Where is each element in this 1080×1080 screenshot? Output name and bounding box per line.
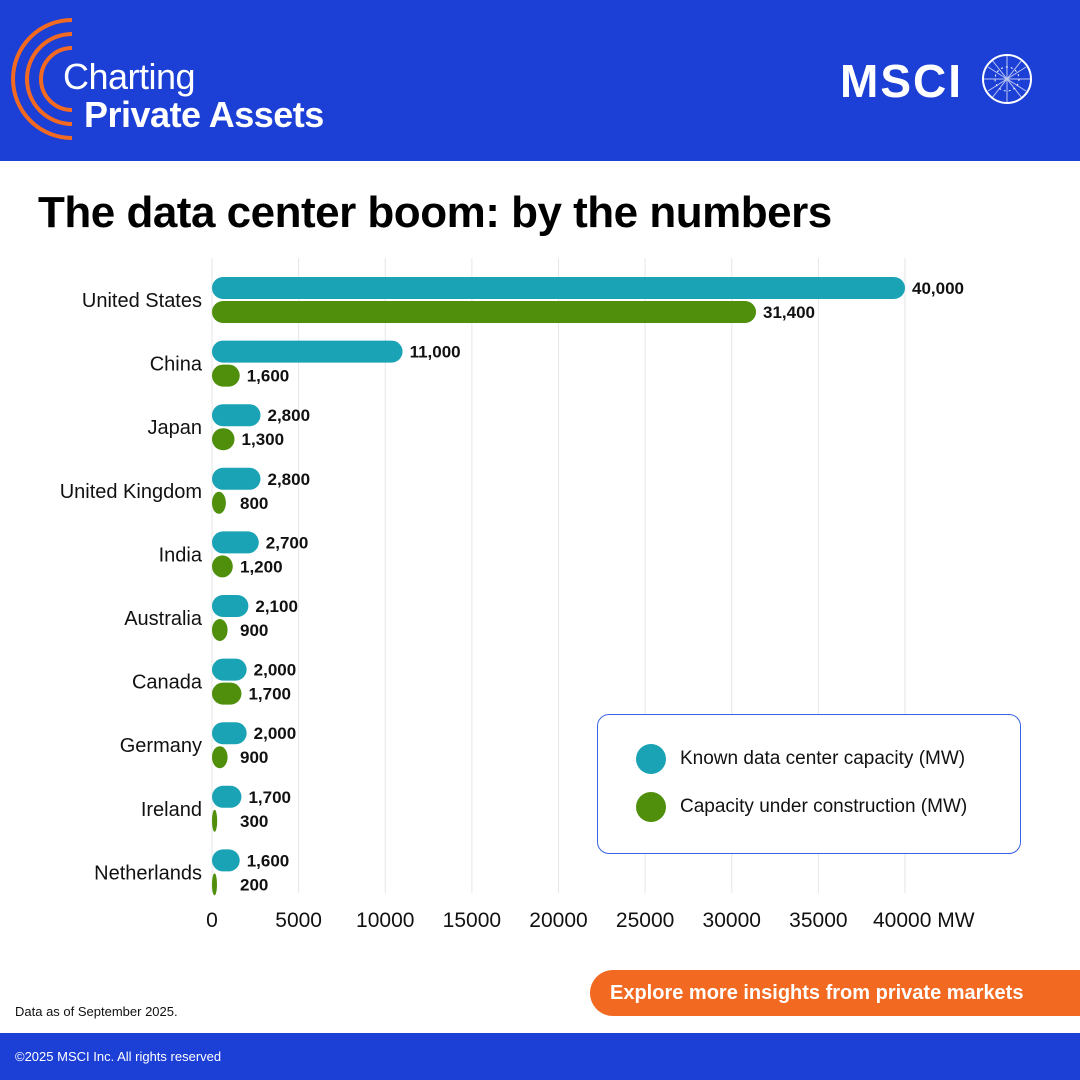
bar-value-label: 2,100 <box>255 597 298 616</box>
country-label: China <box>150 354 203 376</box>
bar-value-label: 1,300 <box>242 430 285 449</box>
bar-known-capacity <box>212 340 403 363</box>
bar-value-label: 1,600 <box>247 851 290 870</box>
bar-under-construction <box>212 746 228 769</box>
brand-title-line1: Charting <box>63 56 196 97</box>
bar-value-label: 2,000 <box>254 661 297 680</box>
bar-chart: United States 40,000 31,400 China 11,000 1,60… <box>60 258 975 932</box>
x-tick-label: 30000 <box>703 909 761 932</box>
footer-banner: ©2025 MSCI Inc. All rights reserved <box>0 1033 1080 1080</box>
country-label: Canada <box>132 672 203 694</box>
x-tick-label: 40000 MW <box>873 909 975 932</box>
bar-known-capacity <box>212 404 261 427</box>
legend-label: Capacity under construction (MW) <box>680 796 968 817</box>
bar-under-construction <box>212 364 240 387</box>
x-tick-label: 10000 <box>356 909 414 932</box>
x-tick-label: 20000 <box>529 909 587 932</box>
data-footnote: Data as of September 2025. <box>15 1004 178 1019</box>
brand-arcs-icon <box>11 18 73 140</box>
legend-item-under-construction: Capacity under construction (MW) <box>636 792 967 822</box>
legend-swatch-green <box>636 792 666 822</box>
bar-value-label: 1,600 <box>247 367 290 386</box>
country-label: Japan <box>148 417 203 439</box>
country-label: United States <box>82 290 202 312</box>
brand-title-line2: Private Assets <box>84 94 324 135</box>
bar-known-capacity <box>212 531 259 554</box>
copyright-text: ©2025 MSCI Inc. All rights reserved <box>15 1049 222 1064</box>
bar-under-construction <box>212 301 757 323</box>
bar-value-label: 2,700 <box>266 533 309 552</box>
bar-value-label: 800 <box>240 494 268 513</box>
bar-value-label: 31,400 <box>763 303 815 322</box>
bar-known-capacity <box>212 785 242 808</box>
bar-known-capacity <box>212 277 905 299</box>
bar-value-label: 1,700 <box>248 685 291 704</box>
header-banner: Charting Private Assets MSCI <box>0 0 1080 161</box>
chart-title: The data center boom: by the numbers <box>38 188 832 237</box>
country-label: Netherlands <box>94 862 202 884</box>
bar-value-label: 2,800 <box>268 470 311 489</box>
legend-item-known-capacity: Known data center capacity (MW) <box>636 744 965 774</box>
bar-value-label: 900 <box>240 621 268 640</box>
legend-label: Known data center capacity (MW) <box>680 748 966 769</box>
bar-known-capacity <box>212 722 247 745</box>
bar-value-label: 200 <box>240 875 268 894</box>
explore-insights-button[interactable]: Explore more insights from private marke… <box>590 970 1080 1016</box>
bar-value-label: 40,000 <box>912 279 964 298</box>
bar-known-capacity <box>212 849 240 872</box>
x-tick-label: 0 <box>206 909 218 932</box>
bar-known-capacity <box>212 658 247 681</box>
x-tick-label: 25000 <box>616 909 674 932</box>
bar-under-construction <box>212 619 228 641</box>
bar-under-construction <box>212 809 218 832</box>
country-label: Australia <box>124 608 203 630</box>
country-label: India <box>159 544 203 566</box>
country-label: Germany <box>120 735 202 757</box>
x-tick-label: 5000 <box>275 909 322 932</box>
x-tick-label: 35000 <box>789 909 847 932</box>
bar-under-construction <box>212 682 242 705</box>
bar-value-label: 300 <box>240 812 268 831</box>
bar-known-capacity <box>212 595 249 617</box>
bar-value-label: 2,800 <box>268 406 311 425</box>
globe-icon <box>982 54 1032 104</box>
bar-under-construction <box>212 555 233 578</box>
bar-value-label: 11,000 <box>410 343 461 362</box>
chart-legend: Known data center capacity (MW) Capacity… <box>597 714 1021 854</box>
x-tick-label: 15000 <box>443 909 501 932</box>
bar-under-construction <box>212 428 235 451</box>
bar-value-label: 1,200 <box>240 557 283 576</box>
bar-value-label: 1,700 <box>248 788 291 807</box>
bar-under-construction <box>212 873 217 896</box>
legend-swatch-teal <box>636 744 666 774</box>
bar-known-capacity <box>212 467 261 490</box>
bar-under-construction <box>212 491 226 514</box>
country-label: Ireland <box>141 799 202 821</box>
bar-value-label: 2,000 <box>254 724 297 743</box>
msci-logo-text: MSCI <box>840 55 963 107</box>
bar-value-label: 900 <box>240 748 268 767</box>
country-label: United Kingdom <box>60 481 202 503</box>
